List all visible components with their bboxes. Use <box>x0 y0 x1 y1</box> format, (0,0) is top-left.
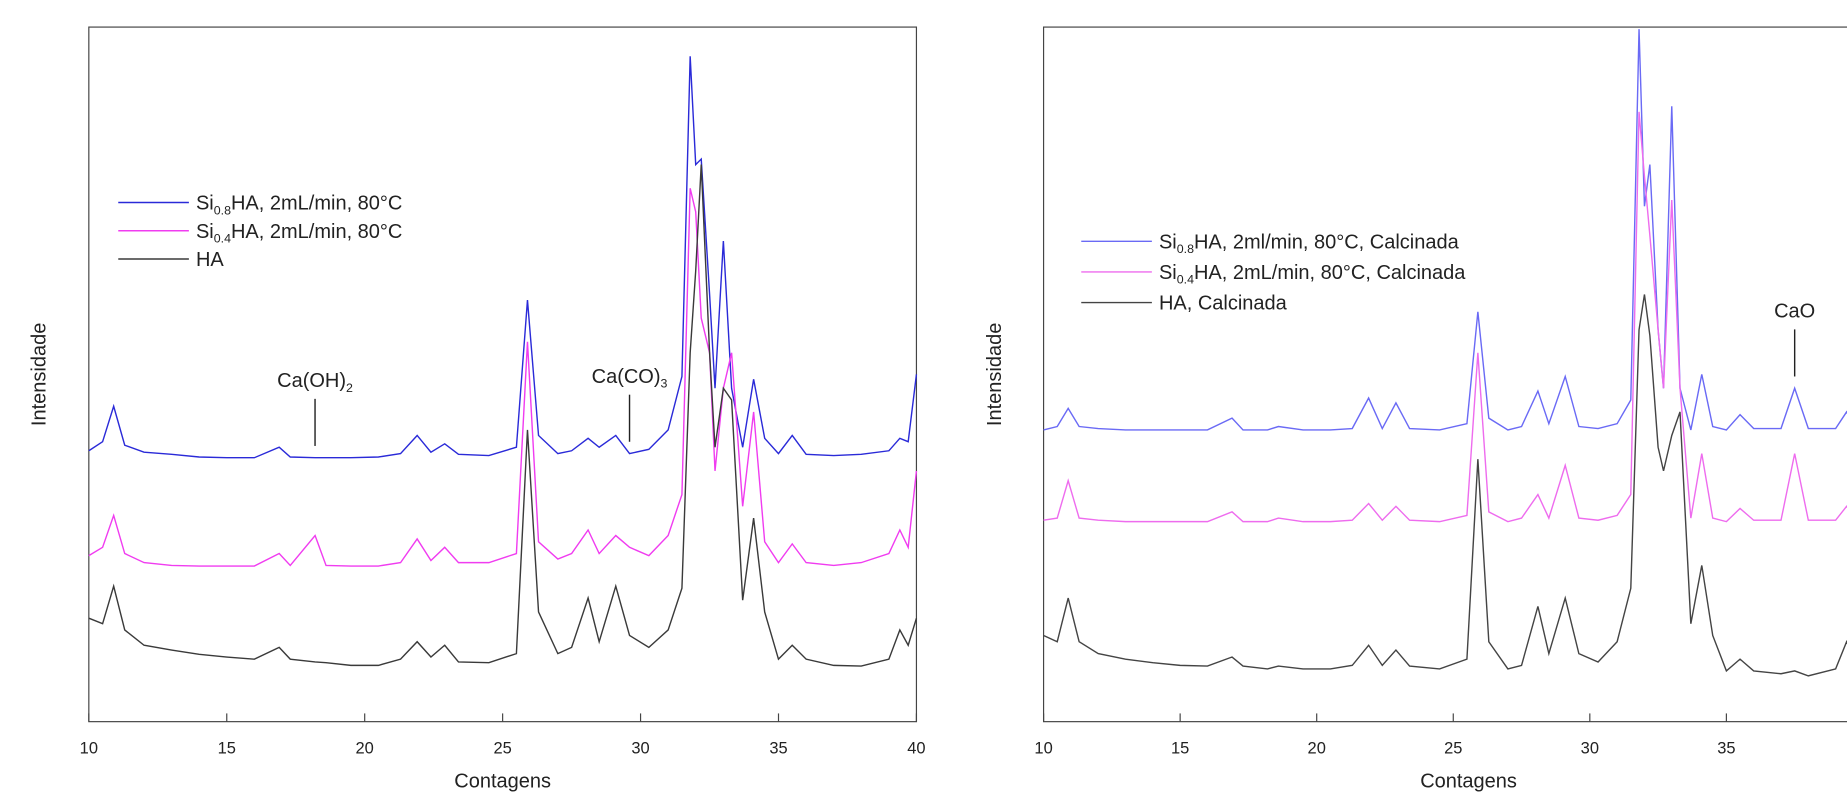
legend-label: Si0.4HA, 2mL/min, 80°C, Calcinada <box>1159 262 1466 287</box>
x-tick-label: 10 <box>1034 739 1052 757</box>
x-tick-label: 20 <box>1308 739 1326 757</box>
x-tick-label: 10 <box>80 739 98 757</box>
y-axis-label: Intensidade <box>984 323 1006 426</box>
x-tick-label: 40 <box>907 739 925 757</box>
x-tick-label: 35 <box>769 739 787 757</box>
annotation-label: Ca(OH)2 <box>277 370 353 395</box>
x-tick-label: 30 <box>631 739 649 757</box>
x-tick-label: 30 <box>1581 739 1599 757</box>
x-tick-label: 35 <box>1717 739 1735 757</box>
legend-label: Si0.8HA, 2ml/min, 80°C, Calcinada <box>1159 231 1460 256</box>
x-axis-label: Contagens <box>1420 771 1517 793</box>
series-line <box>1043 111 1847 523</box>
annotation-label: Ca(CO)3 <box>592 366 668 391</box>
series-line <box>88 56 918 459</box>
legend-label: Si0.4HA, 2mL/min, 80°C <box>196 221 402 246</box>
x-tick-label: 15 <box>1171 739 1189 757</box>
x-tick-label: 25 <box>493 739 511 757</box>
series-line <box>1043 294 1847 677</box>
series-line <box>88 188 918 567</box>
annotation-label: CaO <box>1774 301 1815 323</box>
x-tick-label: 15 <box>218 739 236 757</box>
y-axis-label: Intensidade <box>28 323 50 426</box>
x-axis-label: Contagens <box>454 771 551 793</box>
series-line <box>88 164 918 667</box>
x-tick-label: 20 <box>356 739 374 757</box>
legend-label: HA <box>196 249 224 271</box>
series-line <box>1043 29 1847 431</box>
legend-label: HA, Calcinada <box>1159 293 1288 315</box>
x-tick-label: 25 <box>1444 739 1462 757</box>
legend-label: Si0.8HA, 2mL/min, 80°C <box>196 193 402 218</box>
